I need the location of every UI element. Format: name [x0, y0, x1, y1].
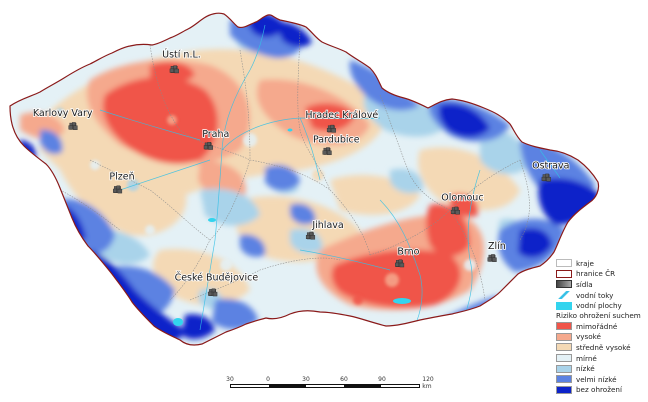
- legend-symbol-icon: [556, 291, 572, 300]
- legend-swatch: [556, 354, 572, 363]
- scale-bar-graphic: [230, 384, 420, 388]
- legend-symbol-icon: [556, 259, 572, 268]
- city-label: Praha: [202, 129, 229, 140]
- city-label: Hradec Králové: [305, 110, 378, 121]
- legend-swatch: [556, 322, 572, 331]
- legend-symbol-icon: [556, 280, 572, 289]
- water-bodies: [173, 128, 411, 326]
- settlement-icon: [169, 65, 179, 74]
- legend-label: nízké: [576, 364, 595, 374]
- settlement-icon: [487, 254, 497, 262]
- legend-item-plochy: vodní plochy: [556, 300, 648, 311]
- city-label: České Budějovice: [175, 272, 259, 284]
- legend-class-5: velmi nízké: [556, 374, 648, 385]
- legend-symbol-icon: [556, 269, 572, 278]
- settlement-icon: [203, 142, 213, 150]
- legend-label: vodní plochy: [576, 301, 622, 311]
- settlement-icon: [305, 231, 316, 240]
- legend-symbol-icon: [556, 301, 572, 310]
- settlement-icon: [68, 122, 78, 130]
- legend-swatch: [556, 385, 572, 394]
- city-0: Ústí n.L.: [161, 48, 202, 74]
- legend-label: vysoké: [576, 332, 601, 342]
- city-5: Plzeň: [109, 171, 135, 194]
- scale-tick-label: 90: [378, 376, 386, 383]
- settlement-icon: [208, 288, 218, 297]
- legend-label: sídla: [576, 279, 593, 289]
- legend-label: velmi nízké: [576, 374, 617, 384]
- legend-swatch: [556, 364, 572, 373]
- legend-label: hranice ČR: [576, 269, 616, 279]
- scale-tick-label: 30: [302, 376, 310, 383]
- scale-tick-label: 120 km: [422, 376, 434, 390]
- legend-swatch: [556, 343, 572, 352]
- settlements: Ústí n.L. Karlovy Vary Praha Hradec Králové…: [32, 48, 570, 297]
- legend-swatch: [556, 332, 572, 341]
- legend-label: kraje: [576, 258, 594, 268]
- city-9: Zlín: [487, 240, 507, 262]
- settlement-icon: [395, 259, 405, 268]
- legend-class-4: nízké: [556, 363, 648, 374]
- legend-item-kraje: kraje: [556, 258, 648, 269]
- legend-title: Riziko ohrožení suchem: [556, 310, 641, 320]
- city-label: Ostrava: [532, 161, 569, 172]
- city-label: Karlovy Vary: [33, 108, 93, 119]
- city-2: Praha: [201, 128, 230, 150]
- city-10: Brno: [395, 246, 420, 268]
- legend: kraje hranice ČR sídla vodní toky vodní ploc…: [556, 258, 648, 395]
- legend-item-hranice: hranice ČR: [556, 269, 648, 280]
- city-label: Jihlava: [311, 220, 343, 231]
- settlement-icon: [326, 124, 337, 133]
- settlement-icon: [112, 185, 123, 194]
- city-8: Jihlava: [305, 219, 345, 240]
- city-label: Ústí n.L.: [162, 48, 201, 60]
- scale-tick-label: 0: [266, 376, 270, 383]
- legend-swatch: [556, 375, 572, 384]
- legend-label: mírné: [576, 353, 597, 363]
- city-7: Olomouc: [440, 192, 484, 215]
- city-label: Zlín: [488, 241, 506, 252]
- legend-item-toky: vodní toky: [556, 290, 648, 301]
- settlement-icon: [322, 147, 332, 156]
- city-label: Plzeň: [109, 172, 134, 183]
- city-6: Ostrava: [531, 160, 570, 182]
- city-11: České Budějovice: [174, 271, 259, 297]
- legend-class-3: mírné: [556, 353, 648, 364]
- city-3: Hradec Králové: [305, 109, 379, 133]
- city-1: Karlovy Vary: [32, 107, 94, 130]
- settlement-icon: [450, 206, 460, 215]
- rivers: [99, 24, 561, 331]
- scale-tick-label: 60: [340, 376, 348, 383]
- city-label: Olomouc: [441, 193, 483, 204]
- legend-class-1: vysoké: [556, 332, 648, 343]
- legend-class-0: mimořádné: [556, 321, 648, 332]
- city-label: Brno: [397, 247, 419, 258]
- legend-item-sidla: sídla: [556, 279, 648, 290]
- city-label: Pardubice: [313, 134, 360, 145]
- legend-class-2: středně vysoké: [556, 342, 648, 353]
- legend-label: vodní toky: [576, 290, 614, 300]
- settlement-icon: [541, 173, 551, 182]
- scale-tick-label: 30: [226, 376, 234, 383]
- legend-label: středně vysoké: [576, 342, 631, 352]
- legend-class-6: bez ohrožení: [556, 385, 648, 396]
- city-4: Pardubice: [312, 134, 361, 156]
- legend-label: bez ohrožení: [576, 385, 622, 395]
- legend-label: mimořádné: [576, 321, 618, 331]
- scale-bar: 30 0 30 60 90 120 km: [226, 376, 434, 398]
